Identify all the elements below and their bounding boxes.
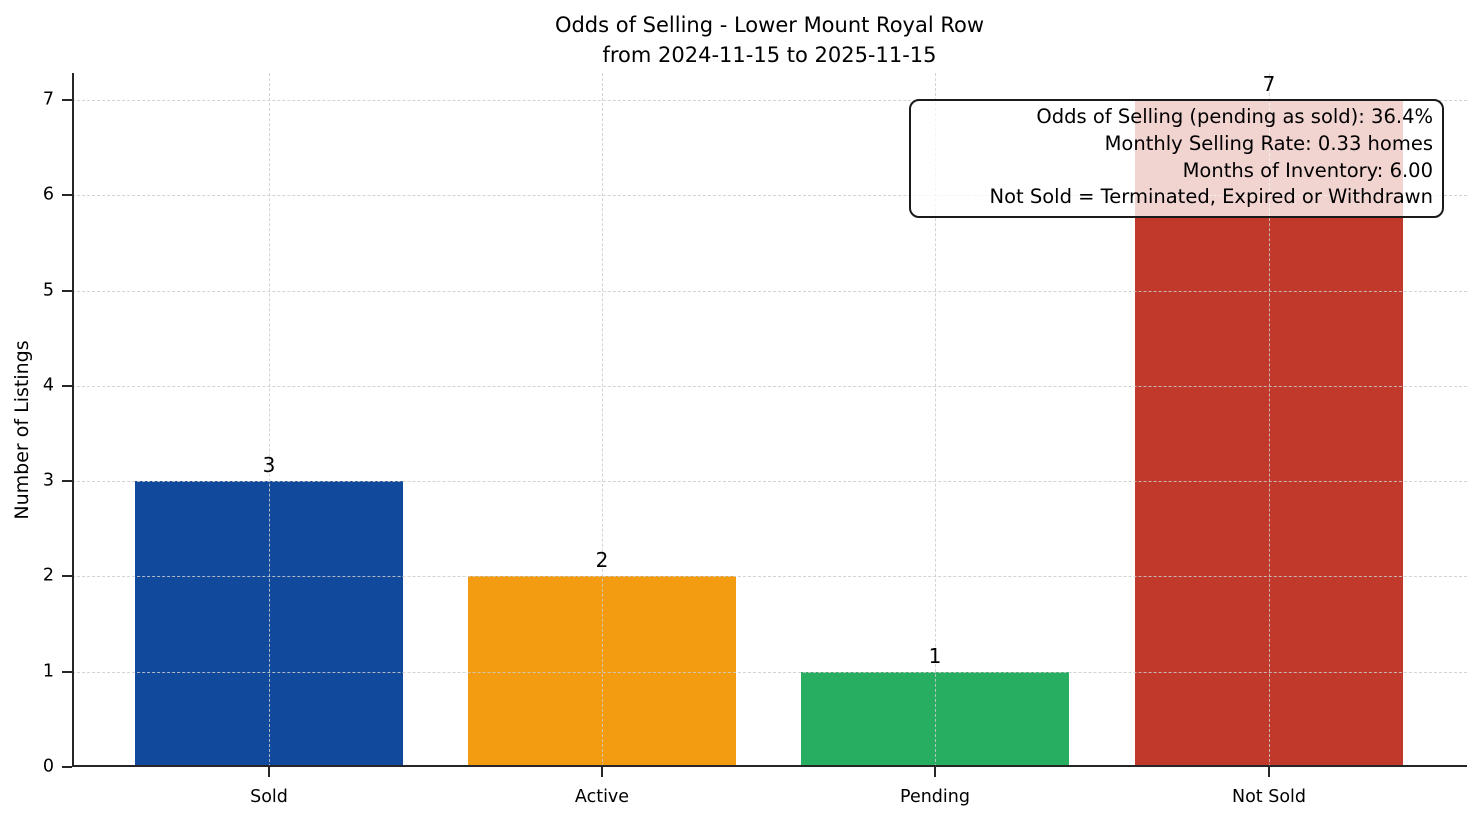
annotation-line: Odds of Selling (pending as sold): 36.4% xyxy=(1036,105,1433,128)
bar-value-label-active: 2 xyxy=(595,548,609,573)
stats-annotation-box: Odds of Selling (pending as sold): 36.4%… xyxy=(909,99,1444,219)
y-tick xyxy=(62,480,72,483)
y-tick-label: 6 xyxy=(42,184,54,205)
gridline-h xyxy=(72,100,1467,101)
y-axis-spine xyxy=(72,73,74,767)
y-tick xyxy=(62,766,72,768)
x-tick xyxy=(1268,767,1270,777)
gridline-h xyxy=(72,195,1467,197)
x-tick xyxy=(268,767,270,777)
y-tick-label: 1 xyxy=(42,660,54,681)
y-axis-label: Number of Listings xyxy=(11,340,33,520)
x-axis-spine xyxy=(72,765,1467,767)
gridline-v xyxy=(269,73,270,767)
gridline-v xyxy=(602,73,603,767)
bar-value-label-pending: 1 xyxy=(928,643,942,668)
plot-area: 0 1 2 3 4 5 6 7 Sold 3 Active 2 Pending 1 Not Sold 7 xyxy=(43,72,1467,807)
x-tick xyxy=(934,767,936,777)
y-tick xyxy=(62,289,72,292)
y-tick xyxy=(62,670,72,673)
x-tick-label-sold: Sold xyxy=(250,787,288,807)
y-tick xyxy=(62,99,72,101)
x-tick-label-pending: Pending xyxy=(900,787,970,807)
gridline-h xyxy=(72,290,1467,292)
y-tick xyxy=(62,384,72,387)
chart-title-line2: from 2024-11-15 to 2025-11-15 xyxy=(602,43,937,67)
annotation-line: Not Sold = Terminated, Expired or Withdr… xyxy=(989,185,1433,209)
y-tick-label: 4 xyxy=(42,375,54,396)
bar-value-label-not-sold: 7 xyxy=(1262,72,1276,96)
y-tick-label: 5 xyxy=(42,279,54,300)
gridline-h xyxy=(72,385,1467,387)
chart-title: Odds of Selling - Lower Mount Royal Row … xyxy=(72,10,1467,70)
gridline-h xyxy=(72,671,1467,673)
annotation-line: Monthly Selling Rate: 0.33 homes xyxy=(1104,131,1433,155)
bar-value-label-sold: 3 xyxy=(262,453,276,478)
gridline-v xyxy=(935,73,936,767)
chart-title-line1: Odds of Selling - Lower Mount Royal Row xyxy=(554,13,985,37)
y-tick-label: 2 xyxy=(42,565,54,586)
gridline-h xyxy=(72,481,1467,483)
y-tick xyxy=(62,194,72,197)
y-tick-label: 7 xyxy=(42,89,54,110)
annotation-line: Months of Inventory: 6.00 xyxy=(1182,158,1433,182)
gridline-v xyxy=(1269,73,1270,767)
y-tick xyxy=(62,575,72,578)
x-tick xyxy=(601,767,603,777)
x-tick-label-active: Active xyxy=(574,787,630,807)
x-tick-label-not-sold: Not Sold xyxy=(1231,787,1306,807)
y-tick-label: 0 xyxy=(42,756,54,777)
y-tick-label: 3 xyxy=(42,470,54,491)
gridline-h xyxy=(72,576,1467,578)
